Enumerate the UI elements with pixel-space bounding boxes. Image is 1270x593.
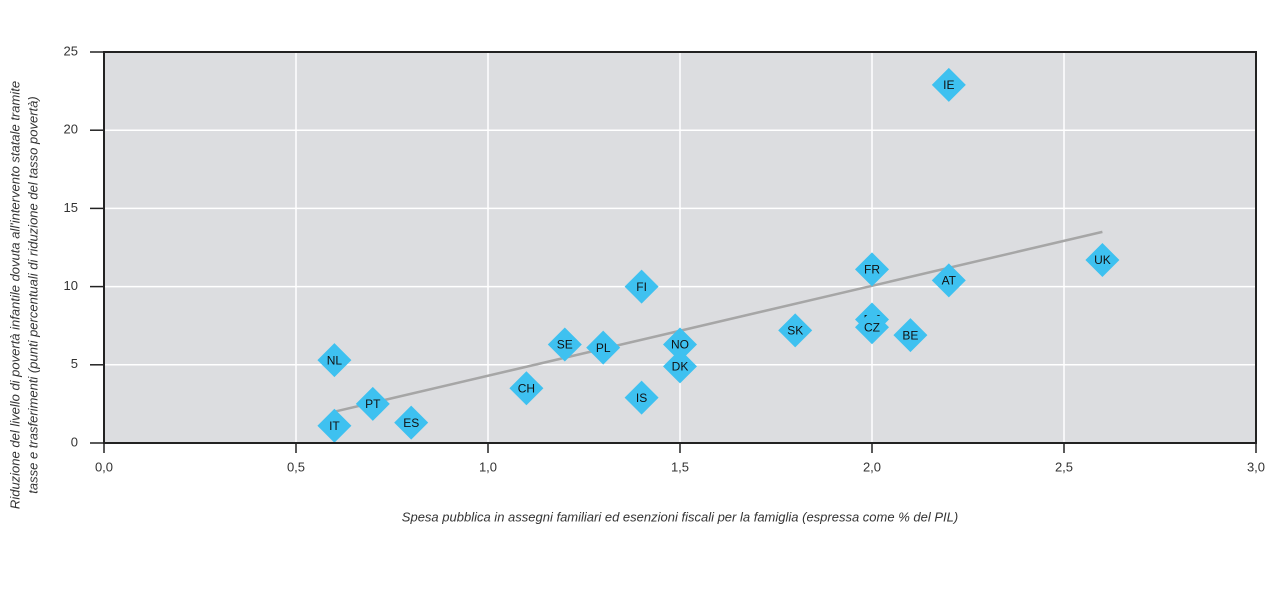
y-tick-label: 5 xyxy=(71,356,78,371)
point xyxy=(663,349,697,384)
x-tick-label: 0,5 xyxy=(287,459,305,474)
point xyxy=(855,310,889,345)
point xyxy=(624,380,659,415)
point-label: NO xyxy=(671,338,689,352)
point-label: ES xyxy=(403,416,419,430)
point xyxy=(855,252,889,287)
point xyxy=(547,327,582,362)
point-label: FR xyxy=(864,263,880,277)
point xyxy=(586,330,621,365)
y-tick-label: 15 xyxy=(64,200,78,215)
y-axis-title: tasse e trasferimenti (punti percentuali… xyxy=(25,96,40,493)
point xyxy=(624,269,659,304)
y-axis-title: Riduzione del livello di povertà infanti… xyxy=(7,81,22,509)
point xyxy=(893,318,928,353)
y-tick-label: 0 xyxy=(71,434,78,449)
point xyxy=(509,371,544,406)
point-label: CH xyxy=(518,381,535,395)
point xyxy=(931,67,966,102)
point xyxy=(394,405,429,440)
point-label: AT xyxy=(942,274,957,288)
point-label: IS xyxy=(636,391,647,405)
x-tick-label: 2,5 xyxy=(1055,459,1073,474)
point-label: PL xyxy=(596,341,611,355)
x-tick-label: 0,0 xyxy=(95,459,113,474)
x-tick-label: 2,0 xyxy=(863,459,881,474)
point xyxy=(317,343,352,378)
point xyxy=(1085,243,1120,278)
point-label: NL xyxy=(327,353,343,367)
point-label: PT xyxy=(365,397,381,411)
point-label: SK xyxy=(787,324,803,338)
point-label: UK xyxy=(1094,253,1111,267)
point xyxy=(931,263,966,298)
point-label: CZ xyxy=(864,320,880,334)
x-axis-title: Spesa pubblica in assegni familiari ed e… xyxy=(402,509,958,524)
trend-line xyxy=(334,230,1103,413)
point-label: DK xyxy=(672,360,689,374)
point-label: BE xyxy=(902,328,918,342)
y-tick-label: 25 xyxy=(64,43,78,58)
point-label: IT xyxy=(329,419,340,433)
y-tick-label: 10 xyxy=(64,278,78,293)
x-tick-label: 1,0 xyxy=(479,459,497,474)
point xyxy=(778,313,813,348)
y-tick-label: 20 xyxy=(64,122,78,137)
point-label: SE xyxy=(557,338,573,352)
point-label: FI xyxy=(636,280,647,294)
x-tick-label: 3,0 xyxy=(1247,459,1265,474)
point xyxy=(663,327,697,362)
point xyxy=(355,386,390,421)
x-tick-label: 1,5 xyxy=(671,459,689,474)
point-label: IE xyxy=(943,78,954,92)
point xyxy=(317,408,352,443)
